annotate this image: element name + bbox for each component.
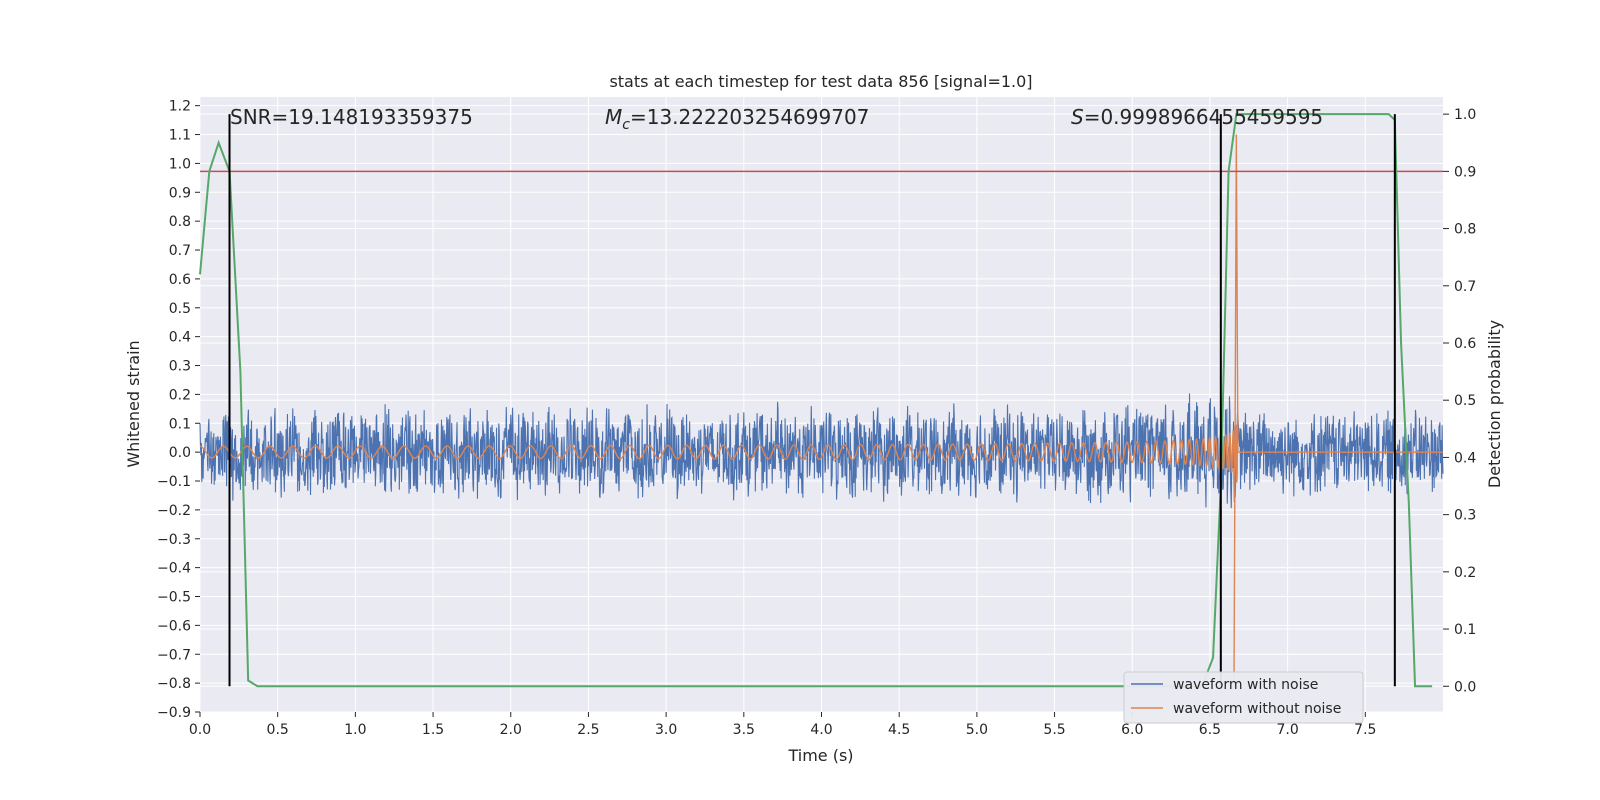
y-right-tick-label: 1.0 xyxy=(1454,107,1476,123)
x-tick-label: 4.5 xyxy=(888,722,910,738)
y-left-tick-label: −0.5 xyxy=(157,590,191,606)
s-symbol: S xyxy=(1071,105,1084,129)
x-tick-label: 5.5 xyxy=(1043,722,1065,738)
y-left-tick-label: 0.6 xyxy=(169,272,191,288)
x-tick-label: 6.0 xyxy=(1121,722,1143,738)
x-tick-label: 7.0 xyxy=(1276,722,1298,738)
x-tick-label: 4.0 xyxy=(810,722,832,738)
y-left-tick-label: 0.2 xyxy=(169,387,191,403)
y-axis-label-right: Detection probability xyxy=(1485,320,1504,488)
y-left-tick-label: −0.4 xyxy=(157,561,191,577)
chart-title: stats at each timestep for test data 856… xyxy=(609,72,1032,91)
mc-symbol: M xyxy=(605,105,622,129)
y-left-tick-label: −0.8 xyxy=(157,676,191,692)
x-tick-label: 3.0 xyxy=(655,722,677,738)
legend: waveform with noise waveform without noi… xyxy=(1123,671,1364,724)
y-left-tick-label: 0.1 xyxy=(169,416,191,432)
x-tick-label: 1.5 xyxy=(422,722,444,738)
x-tick-label: 3.5 xyxy=(733,722,755,738)
y-left-tick-label: −0.2 xyxy=(157,503,191,519)
x-tick-label: 6.5 xyxy=(1199,722,1221,738)
y-right-tick-label: 0.8 xyxy=(1454,222,1476,238)
x-tick-label: 0.5 xyxy=(267,722,289,738)
series-layer xyxy=(199,134,1444,684)
y-left-tick-label: 0.4 xyxy=(169,330,191,346)
y-left-tick-label: −0.6 xyxy=(157,618,191,634)
x-tick-label: 2.5 xyxy=(577,722,599,738)
y-left-tick-label: −0.9 xyxy=(157,705,191,721)
legend-label-noise: waveform with noise xyxy=(1173,677,1318,693)
mc-value: =13.222203254699707 xyxy=(630,105,869,129)
y-right-tick-label: 0.6 xyxy=(1454,336,1476,352)
y-right-tick-label: 0.0 xyxy=(1454,679,1476,695)
y-right-tick-label: 0.7 xyxy=(1454,279,1476,295)
ticks-layer: 0.0 0.5 1.0 1.5 2.0 2.5 3.0 3.5 4.0 4.5 5.0 5.5 6.0 6… xyxy=(157,99,1476,738)
y-left-tick-label: 0.7 xyxy=(169,243,191,259)
legend-box xyxy=(1123,671,1364,724)
x-axis-label: Time (s) xyxy=(787,746,853,765)
y-left-tick-label: −0.7 xyxy=(157,647,191,663)
y-left-tick-label: −0.1 xyxy=(157,474,191,490)
score-annotation: S=0.9998966455459595 xyxy=(1071,105,1323,129)
y-left-tick-label: 1.1 xyxy=(169,128,191,144)
y-right-tick-label: 0.1 xyxy=(1454,622,1476,638)
y-right-tick-label: 0.4 xyxy=(1454,450,1476,466)
y-right-tick-label: 0.9 xyxy=(1454,164,1476,180)
x-tick-label: 2.0 xyxy=(500,722,522,738)
y-left-tick-label: 0.3 xyxy=(169,359,191,375)
x-tick-label: 7.5 xyxy=(1354,722,1376,738)
x-tick-label: 5.0 xyxy=(966,722,988,738)
y-left-tick-label: 0.5 xyxy=(169,301,191,317)
y-left-tick-label: −0.3 xyxy=(157,532,191,548)
y-right-tick-label: 0.3 xyxy=(1454,508,1476,524)
y-left-tick-label: 0.9 xyxy=(169,185,191,201)
y-right-tick-label: 0.2 xyxy=(1454,565,1476,581)
x-tick-label: 1.0 xyxy=(344,722,366,738)
legend-label-clean: waveform without noise xyxy=(1173,701,1341,717)
x-tick-label: 0.0 xyxy=(189,722,211,738)
snr-annotation: SNR=19.148193359375 xyxy=(230,105,473,129)
y-left-tick-label: 1.2 xyxy=(169,99,191,115)
y-left-tick-label: 0.0 xyxy=(169,445,191,461)
s-value: =0.9998966455459595 xyxy=(1084,105,1323,129)
y-left-tick-label: 1.0 xyxy=(169,156,191,172)
y-axis-label-left: Whitened strain xyxy=(124,340,143,467)
chirp-mass-annotation: Mc=13.222203254699707 xyxy=(605,105,869,133)
y-right-tick-label: 0.5 xyxy=(1454,393,1476,409)
y-left-tick-label: 0.8 xyxy=(169,214,191,230)
clean-waveform-line xyxy=(199,134,1443,684)
noisy-waveform-line xyxy=(199,393,1444,509)
mc-subscript: c xyxy=(622,117,630,133)
